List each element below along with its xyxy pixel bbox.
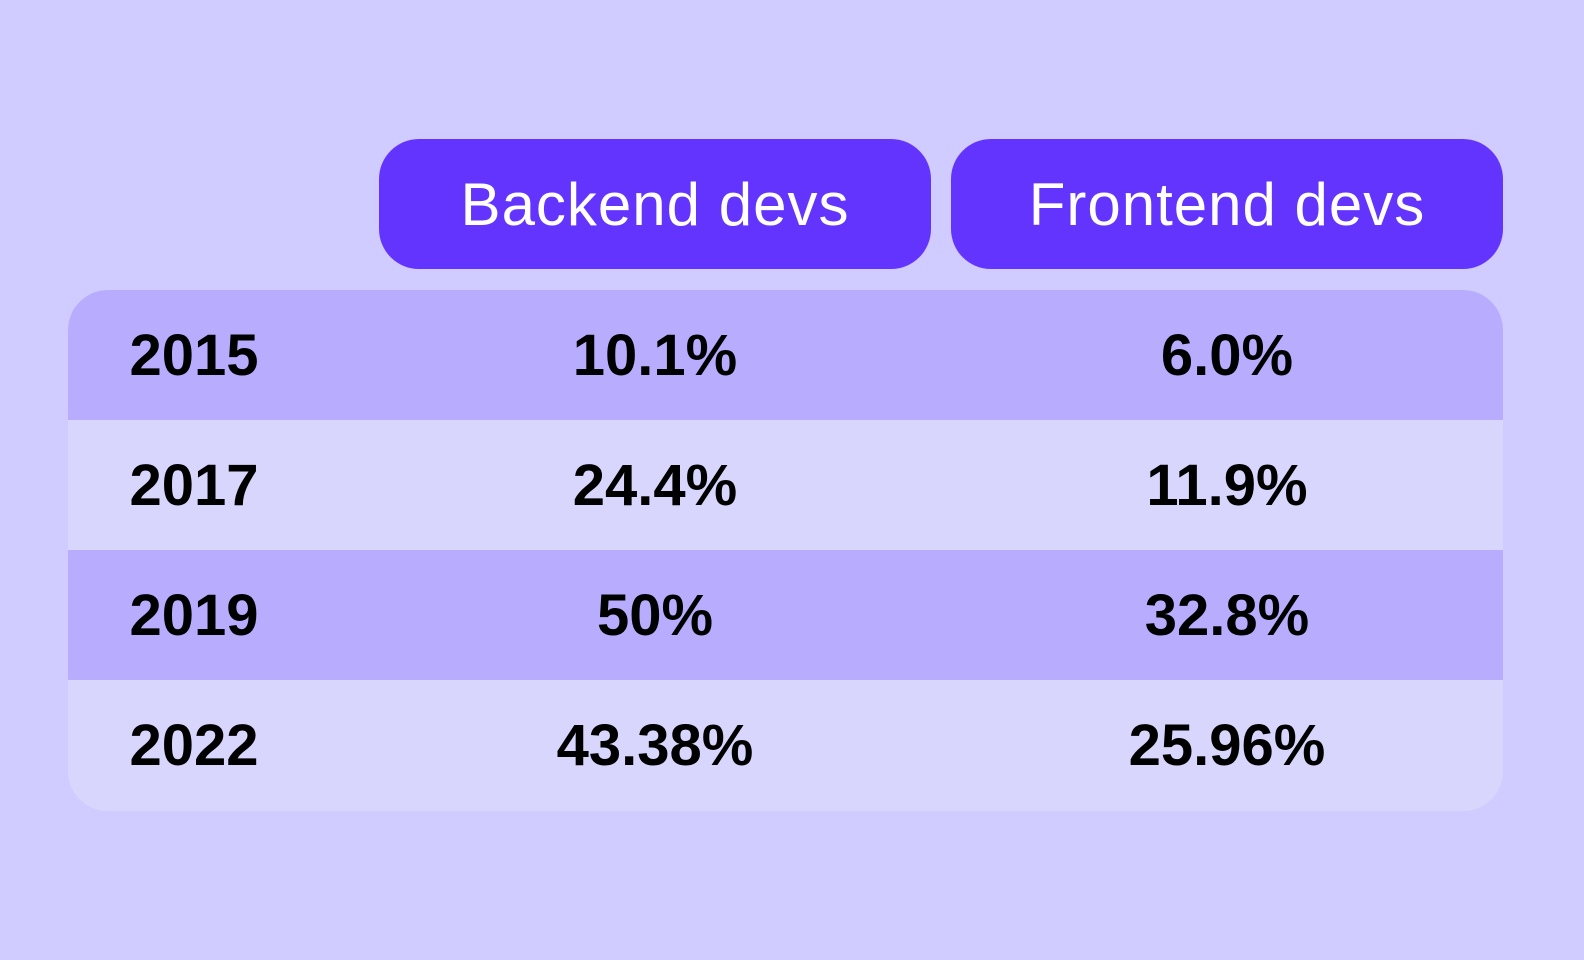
table-row-2015: 2015 10.1% 6.0%	[68, 290, 1503, 420]
data-table: 2015 10.1% 6.0% 2017 24.4% 11.9% 2019 50…	[68, 290, 1503, 811]
frontend-value-cell: 25.96%	[1128, 713, 1326, 778]
table-row-2022: 2022 43.38% 25.96%	[68, 680, 1503, 811]
frontend-value-cell: 6.0%	[1160, 322, 1294, 388]
backend-value-cell: 50%	[596, 582, 714, 648]
table-row-2017: 2017 24.4% 11.9%	[68, 420, 1503, 550]
backend-value-cell: 43.38%	[556, 713, 754, 778]
year-cell: 2022	[129, 713, 259, 778]
header-frontend-devs: Frontend devs	[951, 139, 1503, 269]
backend-value-cell: 10.1%	[572, 322, 738, 388]
frontend-value-cell: 11.9%	[1146, 452, 1308, 518]
year-cell: 2015	[129, 322, 259, 388]
year-cell: 2017	[129, 452, 259, 518]
year-cell: 2019	[129, 582, 259, 648]
frontend-value-cell: 32.8%	[1144, 582, 1310, 648]
table-row-2019: 2019 50% 32.8%	[68, 550, 1503, 680]
backend-value-cell: 24.4%	[572, 452, 738, 518]
header-backend-devs: Backend devs	[379, 139, 931, 269]
